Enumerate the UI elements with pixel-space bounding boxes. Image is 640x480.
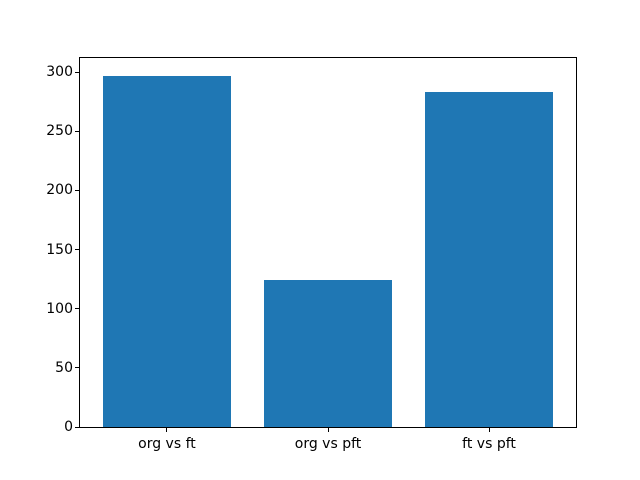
y-tick-label-200: 200	[46, 182, 73, 199]
y-tick-mark	[75, 130, 79, 132]
x-tick-mark	[166, 428, 168, 432]
x-tick-label-org-vs-ft: org vs ft	[138, 436, 196, 452]
bar-ft-vs-pft	[424, 92, 554, 427]
y-tick-label-150: 150	[46, 241, 73, 258]
plot-area: 0 50 100 150 200 250 300 org vs ft org vs pft ft…	[46, 57, 577, 452]
x-tick-mark	[327, 428, 329, 432]
y-tick-mark	[75, 367, 79, 369]
x-tick-label-org-vs-pft: org vs pft	[294, 436, 362, 452]
bar-org-vs-ft	[102, 75, 232, 427]
y-tick-label-250: 250	[46, 123, 73, 140]
y-tick-label-50: 50	[55, 359, 73, 376]
y-tick-mark	[75, 426, 79, 428]
bar-org-vs-pft	[263, 280, 393, 427]
y-tick-mark	[75, 189, 79, 191]
y-tick-label-100: 100	[46, 300, 73, 317]
x-tick-mark	[488, 428, 490, 432]
x-axis: org vs ft org vs pft ft vs pft	[80, 58, 576, 452]
y-axis: 0 50 100 150 200 250 300	[46, 58, 576, 435]
y-tick-label-300: 300	[46, 64, 73, 81]
bars-layer	[80, 58, 576, 427]
x-tick-label-ft-vs-pft: ft vs pft	[462, 436, 516, 452]
y-tick-mark	[75, 308, 79, 310]
y-tick-mark	[75, 71, 79, 73]
y-tick-label-0: 0	[64, 419, 73, 435]
y-tick-mark	[75, 249, 79, 251]
